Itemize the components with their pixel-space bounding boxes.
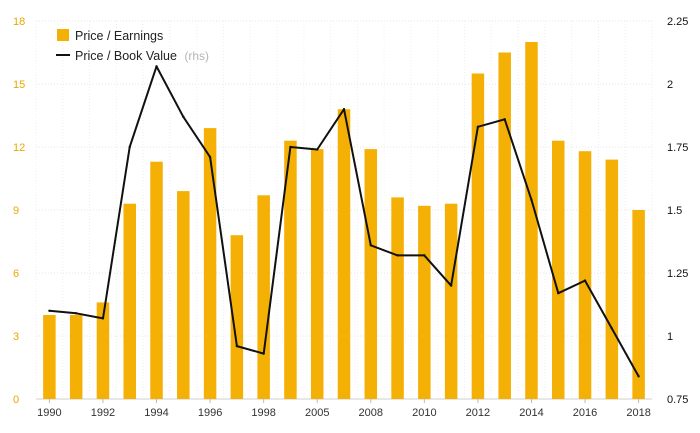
bar bbox=[43, 315, 56, 399]
y-right-tick-label: 2.25 bbox=[667, 16, 688, 28]
bar bbox=[605, 159, 619, 399]
line-series-price-book bbox=[48, 65, 640, 378]
line-point bbox=[208, 155, 212, 159]
bar bbox=[203, 128, 217, 399]
y-right-tick-label: 1.75 bbox=[667, 142, 688, 154]
line-point bbox=[637, 375, 640, 378]
line-point bbox=[583, 279, 587, 282]
line-point bbox=[316, 148, 319, 151]
line-point bbox=[155, 65, 158, 68]
bar bbox=[525, 42, 538, 399]
y-axis-left: 0 3 6 9 12 15 18 bbox=[13, 16, 25, 406]
line-point bbox=[342, 108, 346, 111]
bar bbox=[96, 302, 110, 399]
line-point bbox=[101, 317, 105, 320]
y-right-tick-label: 1.5 bbox=[667, 205, 682, 217]
legend-marker-price-earnings bbox=[57, 29, 69, 41]
x-tick-label: 1992 bbox=[91, 407, 115, 419]
bar bbox=[444, 203, 458, 399]
x-tick-label: 2010 bbox=[412, 407, 436, 419]
bar bbox=[123, 203, 136, 399]
bar bbox=[552, 140, 565, 399]
bar bbox=[471, 73, 485, 399]
bar bbox=[257, 195, 270, 399]
line-point bbox=[48, 309, 51, 312]
line-point bbox=[74, 312, 78, 315]
bar bbox=[498, 52, 511, 399]
line-point bbox=[476, 125, 480, 129]
y-left-tick-label: 15 bbox=[13, 79, 25, 91]
y-right-tick-label: 1.25 bbox=[667, 268, 688, 280]
bar bbox=[230, 235, 244, 399]
line-point bbox=[449, 284, 453, 287]
x-tick-label: 2012 bbox=[466, 407, 490, 419]
legend-label-price-book-suffix: (rhs) bbox=[184, 49, 209, 63]
y-left-tick-label: 3 bbox=[13, 331, 19, 343]
line-point bbox=[369, 244, 372, 247]
line-point bbox=[262, 352, 265, 355]
y-axis-right: 0.75 1 1.25 1.5 1.75 2 2.25 bbox=[667, 16, 688, 406]
line-point bbox=[289, 145, 292, 149]
line-point bbox=[396, 254, 399, 257]
y-right-tick-label: 1 bbox=[667, 331, 673, 343]
line-point bbox=[530, 198, 533, 202]
x-tick-label: 2008 bbox=[359, 407, 383, 419]
y-left-tick-label: 6 bbox=[13, 268, 19, 280]
x-tick-label: 2018 bbox=[626, 407, 650, 419]
bar bbox=[177, 191, 190, 399]
y-left-tick-label: 18 bbox=[13, 16, 25, 28]
y-left-tick-label: 12 bbox=[13, 142, 25, 154]
y-right-tick-label: 0.75 bbox=[667, 394, 688, 406]
line-point bbox=[423, 254, 426, 257]
bar bbox=[69, 315, 83, 399]
bar-series-price-earnings bbox=[43, 42, 645, 399]
line-point bbox=[503, 118, 506, 121]
bar bbox=[337, 109, 351, 399]
x-tick-label: 2016 bbox=[573, 407, 597, 419]
line-point bbox=[557, 291, 560, 295]
bar bbox=[418, 205, 431, 399]
y-left-tick-label: 0 bbox=[13, 394, 19, 406]
x-tick-label: 1994 bbox=[144, 407, 168, 419]
x-tick-label: 1990 bbox=[37, 407, 61, 419]
y-left-tick-label: 9 bbox=[13, 205, 19, 217]
bar bbox=[150, 161, 163, 399]
x-tick-label: 1996 bbox=[198, 407, 222, 419]
y-right-tick-label: 2 bbox=[667, 79, 673, 91]
x-tick-label: 2005 bbox=[305, 407, 329, 419]
bar bbox=[391, 197, 404, 399]
line-point bbox=[128, 145, 131, 149]
legend-label-price-book: Price / Book Value (rhs) bbox=[75, 49, 209, 63]
line-point bbox=[610, 327, 614, 330]
legend: Price / Earnings Price / Book Value (rhs… bbox=[56, 29, 209, 63]
bar bbox=[310, 149, 324, 399]
x-tick-label: 2014 bbox=[519, 407, 543, 419]
bar bbox=[632, 210, 645, 399]
gridlines bbox=[35, 20, 653, 400]
bar bbox=[364, 149, 378, 399]
bar bbox=[284, 140, 297, 399]
x-tick-label: 1998 bbox=[251, 407, 275, 419]
legend-label-price-book-text: Price / Book Value bbox=[75, 49, 177, 63]
legend-label-price-earnings: Price / Earnings bbox=[75, 29, 163, 43]
line-point bbox=[235, 344, 239, 348]
line-point bbox=[182, 115, 185, 118]
x-axis: 1990 1992 1994 1996 1998 2005 2008 2010 2012 2014… bbox=[37, 399, 651, 419]
bar bbox=[578, 151, 592, 399]
